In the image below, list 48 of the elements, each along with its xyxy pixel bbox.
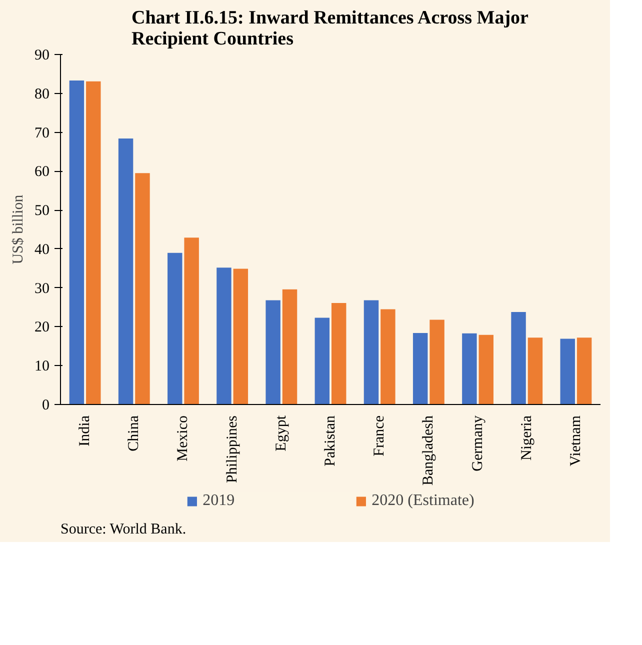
bar — [331, 303, 346, 404]
x-tick-label: Philippines — [224, 415, 240, 484]
chart-title: Chart II.6.15: Inward Remittances Across Major Recipient Countries — [131, 8, 530, 50]
x-tick-label: Egypt — [273, 414, 290, 452]
y-tick-label: 0 — [42, 398, 50, 414]
bar — [282, 289, 298, 404]
y-tick-label: 20 — [34, 320, 50, 336]
legend-label: 2020 (Estimate) — [372, 492, 474, 510]
bar — [118, 138, 134, 404]
y-tick-label: 90 — [34, 48, 50, 64]
y-tick-label: 70 — [34, 125, 50, 142]
bar — [168, 252, 182, 404]
bar — [184, 238, 199, 404]
bar — [266, 300, 280, 404]
x-tick-label: Germany — [470, 415, 486, 472]
legend-label: 2019 — [202, 492, 235, 510]
bar — [364, 300, 379, 404]
bar — [216, 268, 232, 404]
bar — [560, 338, 575, 404]
x-tick-label: Pakistan — [322, 415, 338, 466]
bar — [69, 80, 84, 404]
y-tick-label: 80 — [34, 86, 50, 102]
bar — [478, 334, 494, 404]
bar — [380, 309, 396, 404]
bar — [135, 173, 150, 404]
bar — [576, 338, 592, 404]
x-tick-label: Mexico — [175, 415, 192, 462]
y-tick-label: 50 — [34, 203, 50, 220]
bar — [462, 333, 477, 404]
x-tick-label: Vietnam — [568, 415, 584, 466]
y-tick-label: 60 — [34, 164, 50, 180]
x-tick-label: India — [77, 415, 94, 446]
bar — [314, 318, 330, 404]
y-tick-label: 10 — [34, 358, 50, 375]
source-note: Source: World Bank. — [60, 522, 186, 538]
y-tick-label: 40 — [34, 242, 50, 258]
bar — [86, 81, 101, 404]
bar — [511, 312, 526, 404]
y-tick-label: 30 — [34, 280, 50, 297]
x-tick-label: China — [126, 415, 142, 452]
x-tick-label: France — [372, 415, 388, 456]
x-tick-label: Nigeria — [518, 415, 535, 460]
bar — [528, 338, 543, 404]
bar — [412, 332, 428, 404]
bar — [233, 268, 248, 404]
bar — [430, 320, 444, 404]
x-tick-label: Bangladesh — [420, 415, 437, 486]
y-axis-title: US$ billion — [10, 194, 26, 264]
